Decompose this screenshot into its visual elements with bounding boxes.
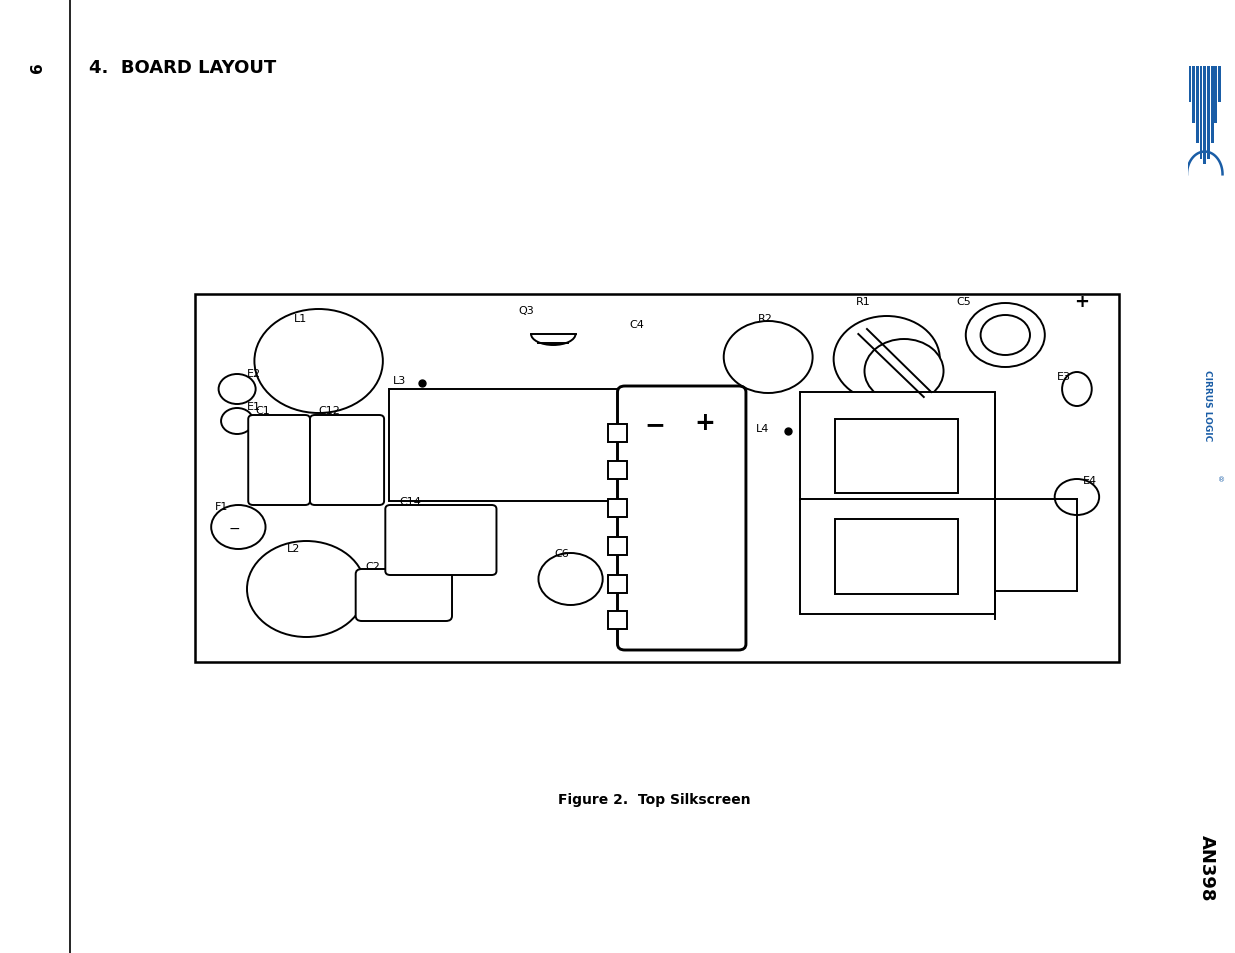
Text: +: +: [1074, 293, 1089, 311]
Text: L3: L3: [393, 375, 406, 386]
Bar: [1218, 67, 1221, 103]
Text: L1: L1: [294, 314, 308, 324]
Bar: [608, 612, 627, 629]
Text: 6: 6: [30, 63, 44, 73]
Bar: [608, 499, 627, 517]
Bar: [1179, 0, 1235, 267]
Text: C1: C1: [256, 406, 270, 416]
Bar: [389, 390, 621, 501]
Text: L4: L4: [756, 423, 769, 434]
Bar: [1192, 67, 1195, 124]
Bar: [608, 461, 627, 479]
Circle shape: [834, 316, 940, 402]
Bar: [195, 294, 1119, 662]
Text: −: −: [645, 413, 666, 436]
Bar: [1199, 67, 1203, 159]
FancyBboxPatch shape: [385, 505, 496, 576]
Text: C5: C5: [956, 296, 971, 307]
Bar: [800, 393, 995, 500]
Text: E1: E1: [247, 401, 261, 412]
Text: −: −: [228, 521, 240, 536]
Text: C2: C2: [366, 561, 380, 572]
Circle shape: [219, 375, 256, 405]
Text: C4: C4: [630, 319, 645, 330]
Bar: [608, 424, 627, 442]
Bar: [608, 576, 627, 594]
Text: +: +: [694, 411, 715, 435]
Circle shape: [247, 541, 366, 638]
Text: Figure 2.  Top Silkscreen: Figure 2. Top Silkscreen: [558, 792, 751, 806]
Text: CIRRUS LOGIC: CIRRUS LOGIC: [1203, 370, 1212, 440]
Bar: [1195, 67, 1199, 144]
Text: C6: C6: [555, 548, 569, 558]
Text: E3: E3: [1057, 372, 1071, 381]
Circle shape: [211, 505, 266, 550]
Text: AN398: AN398: [1198, 834, 1216, 901]
Bar: [835, 419, 958, 494]
Text: ®: ®: [1218, 476, 1225, 482]
Circle shape: [254, 310, 383, 414]
Bar: [1214, 67, 1218, 124]
Text: 4.  BOARD LAYOUT: 4. BOARD LAYOUT: [89, 59, 277, 77]
Bar: [1207, 67, 1210, 159]
Text: E4: E4: [1083, 476, 1097, 485]
Circle shape: [221, 409, 253, 435]
Bar: [1188, 67, 1192, 103]
Text: C12: C12: [319, 406, 341, 416]
Text: R1: R1: [856, 296, 871, 307]
Circle shape: [538, 554, 603, 605]
Text: C14: C14: [399, 497, 421, 506]
Bar: [800, 499, 995, 615]
Ellipse shape: [1062, 373, 1092, 407]
Bar: [835, 519, 958, 595]
Circle shape: [864, 339, 944, 403]
Text: Q3: Q3: [519, 306, 535, 315]
FancyBboxPatch shape: [618, 387, 746, 650]
Circle shape: [724, 322, 813, 394]
Bar: [1203, 67, 1207, 165]
Text: F1: F1: [215, 501, 228, 512]
Circle shape: [966, 304, 1045, 368]
Bar: [608, 537, 627, 556]
Circle shape: [981, 315, 1030, 355]
FancyBboxPatch shape: [356, 569, 452, 621]
Text: L2: L2: [287, 543, 300, 554]
FancyBboxPatch shape: [248, 416, 310, 505]
Text: E2: E2: [247, 369, 261, 378]
FancyBboxPatch shape: [310, 416, 384, 505]
Circle shape: [1055, 479, 1099, 516]
Text: R2: R2: [758, 314, 773, 324]
Bar: [1210, 67, 1214, 144]
